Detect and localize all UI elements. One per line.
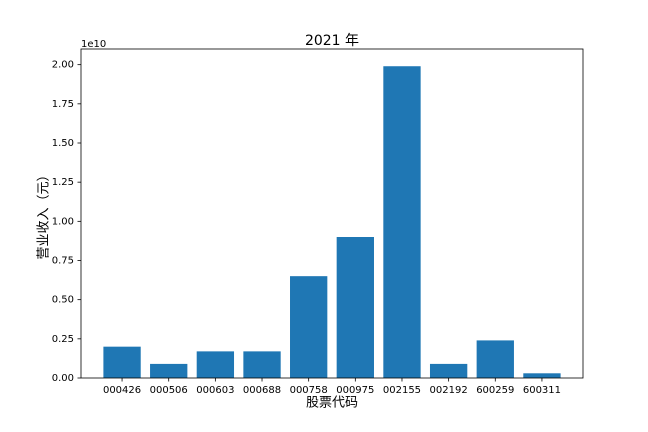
x-tick-label: 600311 — [523, 385, 561, 396]
x-axis-label: 股票代码 — [306, 396, 358, 411]
y-tick-label: 2.00 — [52, 60, 74, 71]
x-tick-label: 000426 — [103, 385, 141, 396]
y-offset-label: 1e10 — [81, 39, 106, 50]
x-tick-label: 600259 — [476, 385, 514, 396]
y-tick-label: 1.75 — [52, 99, 74, 110]
y-tick-label: 1.00 — [52, 216, 74, 227]
x-tick-label: 002192 — [430, 385, 468, 396]
y-tick-label: 0.00 — [52, 373, 74, 384]
bar — [103, 346, 141, 378]
y-tick-label: 0.25 — [52, 334, 74, 345]
bar — [290, 276, 328, 378]
x-tick-label: 002155 — [383, 385, 421, 396]
bar — [429, 363, 468, 378]
bar — [150, 363, 188, 378]
x-tick-label: 000603 — [196, 385, 234, 396]
bar — [523, 373, 561, 378]
y-axis-label: 营业收入（元） — [37, 168, 52, 259]
x-tick-label: 000506 — [150, 385, 188, 396]
chart-title: 2021 年 — [305, 33, 359, 49]
y-tick-label: 0.50 — [52, 295, 74, 306]
y-tick-label: 1.50 — [52, 138, 74, 149]
bar — [196, 351, 235, 378]
bar — [383, 66, 421, 378]
bar — [243, 351, 281, 378]
bar — [336, 237, 374, 378]
bar — [476, 340, 514, 378]
y-tick-label: 0.75 — [52, 256, 74, 267]
x-tick-label: 000975 — [336, 385, 374, 396]
x-tick-label: 000758 — [290, 385, 328, 396]
x-tick-label: 000688 — [243, 385, 281, 396]
y-tick-label: 1.25 — [52, 177, 74, 188]
plot-frame — [80, 48, 584, 379]
